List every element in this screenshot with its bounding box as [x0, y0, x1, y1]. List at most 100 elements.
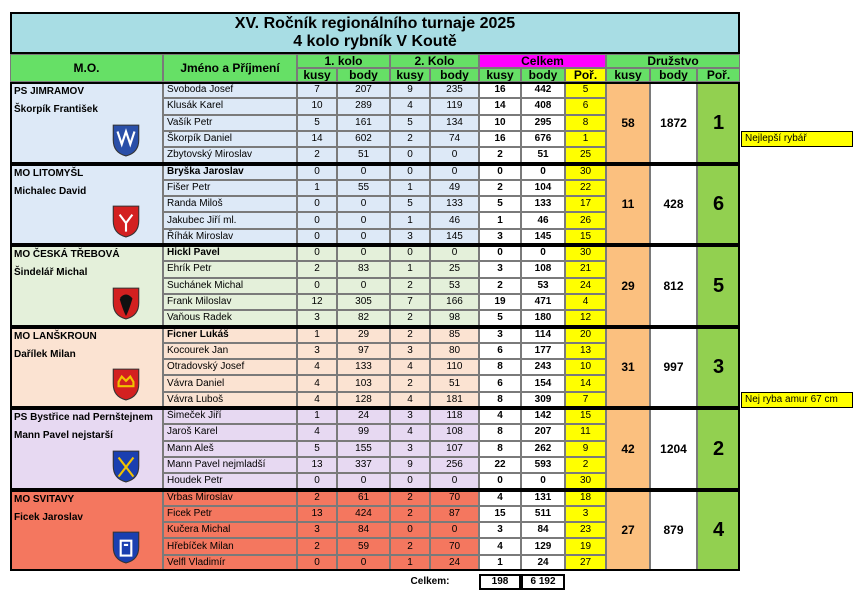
celkem-poradi: 20	[565, 326, 606, 343]
kolo2-body: 98	[430, 310, 479, 327]
celkem-kusy: 3	[479, 228, 521, 245]
celkem-body: 442	[521, 82, 565, 99]
team-leader: Šindelář Michal	[14, 267, 88, 278]
celkem-body: 84	[521, 522, 565, 539]
kolo1-body: 0	[337, 277, 390, 294]
kolo2-kusy: 3	[390, 342, 430, 360]
kolo1-body: 97	[337, 342, 390, 360]
jimramov-emblem	[111, 123, 141, 157]
subheader-body-8: body	[650, 68, 697, 82]
lanskroun-emblem	[111, 367, 141, 401]
kolo1-kusy: 13	[297, 505, 337, 523]
kolo1-body: 0	[337, 554, 390, 571]
kolo1-kusy: 0	[297, 228, 337, 245]
team-block-5: MO SVITAVY Ficek Jaroslav	[10, 489, 163, 571]
title-line2: 4 kolo rybník V Koutě	[293, 33, 457, 50]
celkem-poradi: 23	[565, 522, 606, 539]
kolo2-body: 46	[430, 212, 479, 229]
celkem-body: 309	[521, 391, 565, 408]
member-name: Vašík Petr	[163, 114, 297, 131]
member-name: Šimeček Jiří	[163, 408, 297, 425]
celkem-poradi: 27	[565, 554, 606, 571]
celkem-body: 129	[521, 538, 565, 555]
kolo2-body: 51	[430, 375, 479, 392]
celkem-kusy: 4	[479, 489, 521, 506]
kolo1-body: 83	[337, 261, 390, 278]
kolo2-body: 53	[430, 277, 479, 294]
celkem-body: 0	[521, 473, 565, 490]
member-name: Kocourek Jan	[163, 342, 297, 360]
kolo2-kusy: 3	[390, 228, 430, 245]
subheader-body-3: body	[430, 68, 479, 82]
celkem-poradi: 9	[565, 440, 606, 457]
kolo1-body: 51	[337, 147, 390, 164]
celkem-poradi: 30	[565, 473, 606, 490]
kolo2-body: 107	[430, 440, 479, 457]
member-name: Ficner Lukáš	[163, 326, 297, 343]
kolo2-body: 235	[430, 82, 479, 99]
celkem-kusy: 16	[479, 130, 521, 148]
subheader-kusy-4: kusy	[479, 68, 521, 82]
celkem-kusy: 1	[479, 554, 521, 571]
kolo1-kusy: 0	[297, 212, 337, 229]
celkem-body: 295	[521, 114, 565, 131]
celkem-poradi: 5	[565, 82, 606, 99]
kolo2-kusy: 3	[390, 440, 430, 457]
celkem-body: 53	[521, 277, 565, 294]
team-leader: Michalec David	[14, 185, 87, 197]
celkem-kusy: 8	[479, 424, 521, 441]
celkem-poradi: 15	[565, 408, 606, 425]
kolo2-body: 74	[430, 130, 479, 148]
kolo1-kusy: 4	[297, 424, 337, 441]
celkem-poradi: 21	[565, 261, 606, 278]
celkem-poradi: 7	[565, 391, 606, 408]
kolo1-body: 0	[337, 473, 390, 490]
kolo1-kusy: 5	[297, 440, 337, 457]
ceska-trebova-emblem	[111, 286, 141, 320]
celkem-poradi: 17	[565, 196, 606, 213]
celkem-body: 0	[521, 245, 565, 262]
kolo2-body: 0	[430, 163, 479, 180]
celkem-body: 145	[521, 228, 565, 245]
celkem-body: 243	[521, 359, 565, 376]
kolo1-body: 337	[337, 456, 390, 474]
team-kusy: 31	[606, 326, 650, 408]
celkem-kusy: 3	[479, 261, 521, 278]
kolo2-kusy: 9	[390, 82, 430, 99]
kolo1-body: 82	[337, 310, 390, 327]
kolo1-body: 59	[337, 538, 390, 555]
kolo2-kusy: 5	[390, 114, 430, 131]
team-mo-name: PS JIMRAMOV	[14, 86, 85, 97]
kolo2-body: 134	[430, 114, 479, 131]
celkem-kusy: 2	[479, 179, 521, 197]
note-1: Nej ryba amur 67 cm	[741, 391, 853, 408]
title-block: XV. Ročník regionálního turnaje 2025 4 ko…	[10, 12, 740, 54]
kolo2-kusy: 1	[390, 179, 430, 197]
kolo1-kusy: 0	[297, 277, 337, 294]
kolo1-body: 0	[337, 163, 390, 180]
member-name: Mann Pavel nejmladší	[163, 456, 297, 474]
kolo2-body: 0	[430, 522, 479, 539]
team-body: 1204	[650, 408, 697, 490]
team-poradi: 3	[697, 326, 740, 408]
member-name: Vávra Daniel	[163, 375, 297, 392]
kolo1-kusy: 1	[297, 179, 337, 197]
celkem-kusy: 19	[479, 293, 521, 311]
litomysl-emblem	[111, 204, 141, 238]
team-kusy: 11	[606, 163, 650, 245]
celkem-kusy: 0	[479, 245, 521, 262]
kolo1-kusy: 2	[297, 147, 337, 164]
kolo2-body: 24	[430, 554, 479, 571]
kolo2-body: 256	[430, 456, 479, 474]
kolo2-body: 110	[430, 359, 479, 376]
kolo2-kusy: 0	[390, 522, 430, 539]
member-name: Klusák Karel	[163, 98, 297, 115]
kolo2-kusy: 2	[390, 277, 430, 294]
footer-label: Celkem:	[410, 576, 450, 587]
team-mo-name: MO SVITAVY	[14, 493, 75, 505]
team-kusy: 58	[606, 82, 650, 164]
celkem-kusy: 8	[479, 359, 521, 376]
kolo2-kusy: 3	[390, 408, 430, 425]
header-kolo1: 1. kolo	[297, 54, 390, 68]
